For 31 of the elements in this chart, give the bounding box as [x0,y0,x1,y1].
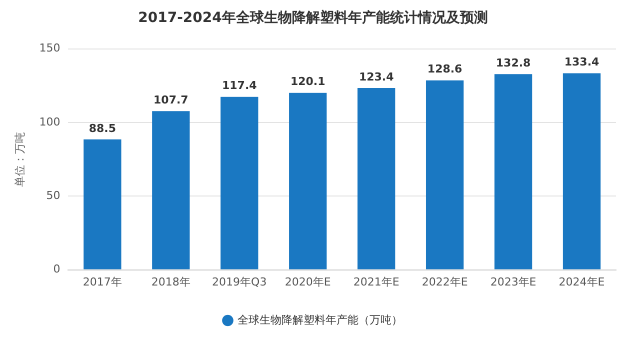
y-axis-title: 单位：万吨 [13,132,26,187]
y-tick-label: 0 [53,262,60,276]
data-label: 120.1 [290,75,326,88]
legend-label: 全球生物降解塑料年产能（万吨） [237,313,402,326]
chart-title: 2017-2024年全球生物降解塑料年产能统计情况及预测 [138,9,488,26]
data-label: 107.7 [154,93,188,106]
data-label: 128.6 [427,62,463,76]
y-tick-label: 50 [46,188,60,202]
x-tick-label: 2022年E [422,275,468,288]
x-tick-label: 2023年E [490,275,536,288]
y-tick-label: 150 [39,42,60,55]
data-label: 133.4 [564,56,600,69]
y-tick-label: 100 [39,115,60,128]
data-label: 123.4 [358,70,394,84]
x-tick-label: 2020年E [284,275,331,288]
bar [562,73,601,270]
bar [426,80,464,270]
x-tick-label: 2019年Q3 [212,275,267,288]
bar [358,88,396,270]
x-tick-label: 2021年E [353,275,400,288]
bar [152,111,190,270]
x-tick-label: 2017年 [82,275,122,288]
data-label: 88.5 [88,122,116,135]
bar [289,92,327,270]
bar [494,74,532,270]
data-label: 117.4 [222,79,258,92]
x-tick-label: 2018年 [151,275,190,288]
bar [220,96,258,270]
x-tick-label: 2024年E [558,275,605,288]
bar [84,139,122,270]
data-label: 132.8 [496,56,531,70]
